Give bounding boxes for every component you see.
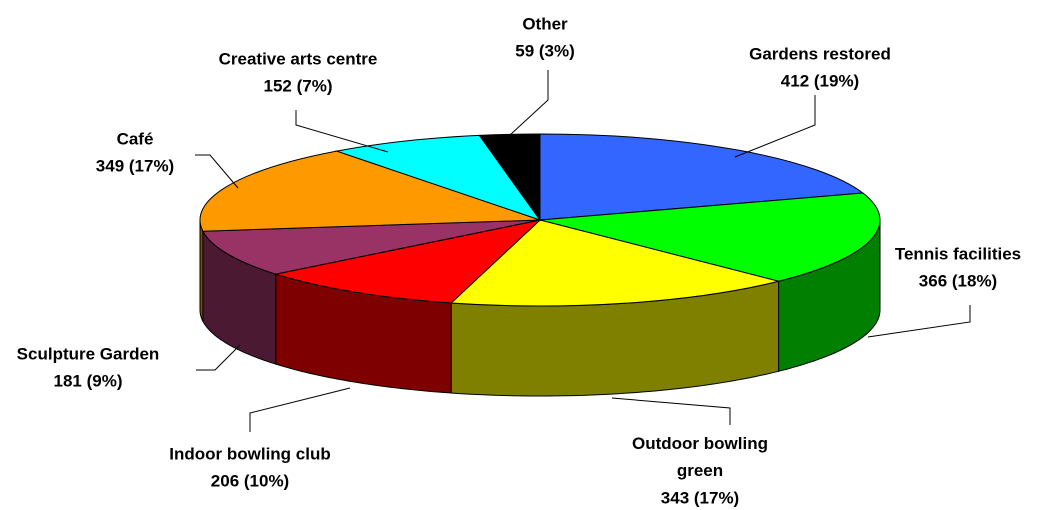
category-label: Indoor bowling club	[169, 444, 330, 463]
leader-line	[611, 397, 731, 425]
category-label: Creative arts centre	[219, 49, 378, 68]
value-label: 343 (17%)	[661, 488, 739, 507]
value-label: 349 (17%)	[96, 156, 174, 175]
category-label: Other	[522, 14, 568, 33]
slice	[478, 133, 541, 222]
leader-line	[734, 95, 816, 158]
leader-line	[196, 344, 241, 371]
value-label: 152 (7%)	[264, 76, 333, 95]
leader-line	[509, 70, 549, 136]
value-label: 412 (19%)	[781, 71, 859, 90]
category-label: Outdoor bowling green	[632, 434, 768, 480]
leader-line	[249, 387, 351, 432]
slice	[449, 219, 779, 307]
leader-line	[867, 305, 971, 338]
category-label: Tennis facilities	[895, 244, 1021, 263]
slice	[539, 133, 865, 221]
slice	[202, 219, 541, 275]
slice	[539, 192, 881, 282]
value-label: 206 (10%)	[211, 471, 289, 490]
slice-side	[199, 219, 204, 322]
category-label: Café	[117, 129, 154, 148]
value-label: 59 (3%)	[515, 41, 575, 60]
slice	[275, 219, 542, 304]
category-label: Gardens restored	[749, 44, 891, 63]
slice	[199, 150, 541, 232]
slice	[334, 134, 542, 221]
category-label: Sculpture Garden	[17, 344, 160, 363]
value-label: 366 (18%)	[919, 271, 997, 290]
leader-line	[295, 110, 389, 153]
leader-line	[195, 154, 239, 189]
value-label: 181 (9%)	[54, 371, 123, 390]
